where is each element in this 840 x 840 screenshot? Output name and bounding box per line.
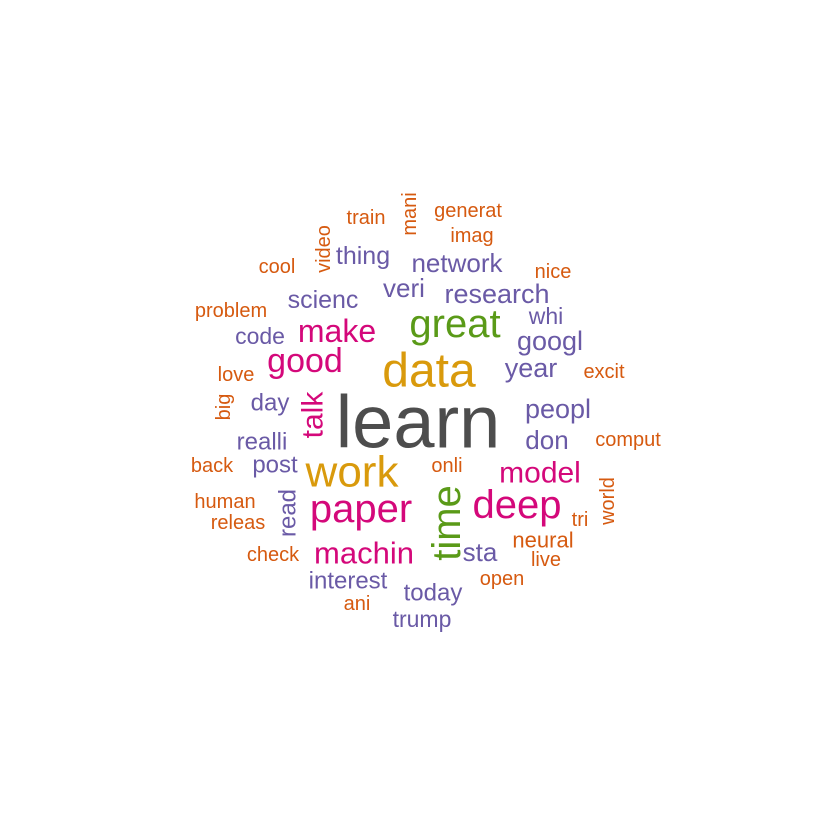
word-imag: imag — [450, 225, 493, 247]
word-trump: trump — [393, 606, 452, 632]
word-learn: learn — [336, 381, 501, 464]
word-make: make — [298, 313, 376, 349]
word-machin: machin — [314, 536, 414, 571]
word-onli: onli — [431, 455, 462, 477]
word-network: network — [411, 248, 503, 278]
word-whi: whi — [528, 303, 564, 329]
word-neural: neural — [512, 528, 573, 553]
word-googl: googl — [517, 326, 583, 356]
word-ani: ani — [344, 593, 371, 615]
word-thing: thing — [336, 242, 390, 270]
word-code: code — [235, 323, 285, 349]
word-paper: paper — [310, 487, 412, 531]
word-interest: interest — [309, 568, 388, 595]
word-good: good — [267, 342, 343, 380]
word-cool: cool — [259, 256, 296, 278]
word-mani: mani — [399, 192, 421, 235]
word-excit: excit — [583, 361, 625, 383]
word-video: video — [313, 225, 335, 273]
word-great: great — [409, 302, 500, 346]
word-sta: sta — [463, 537, 498, 567]
word-big: big — [213, 394, 235, 421]
word-deep: deep — [473, 483, 562, 527]
word-releas: releas — [211, 512, 265, 534]
word-data: data — [382, 345, 476, 398]
word-problem: problem — [195, 300, 267, 322]
word-today: today — [404, 580, 463, 607]
word-read: read — [275, 489, 302, 537]
word-model: model — [499, 457, 581, 490]
word-train: train — [347, 207, 386, 229]
word-research: research — [444, 279, 549, 309]
word-nice: nice — [535, 261, 572, 283]
word-world: world — [597, 477, 619, 526]
word-veri: veri — [383, 273, 425, 303]
word-back: back — [191, 455, 234, 477]
word-generat: generat — [434, 200, 502, 222]
word-love: love — [218, 364, 255, 386]
word-check: check — [247, 544, 300, 566]
word-open: open — [480, 568, 525, 590]
word-year: year — [505, 353, 558, 383]
word-talk: talk — [297, 391, 330, 439]
word-work: work — [305, 448, 400, 497]
word-realli: realli — [237, 429, 288, 456]
word-time: time — [425, 485, 469, 561]
word-human: human — [194, 491, 255, 513]
word-peopl: peopl — [525, 394, 591, 424]
word-tri: tri — [572, 509, 589, 531]
word-don: don — [525, 425, 568, 455]
word-live: live — [531, 549, 561, 571]
word-scienc: scienc — [288, 286, 359, 314]
word-post: post — [252, 452, 298, 479]
word-comput: comput — [595, 429, 661, 451]
word-day: day — [251, 390, 290, 417]
